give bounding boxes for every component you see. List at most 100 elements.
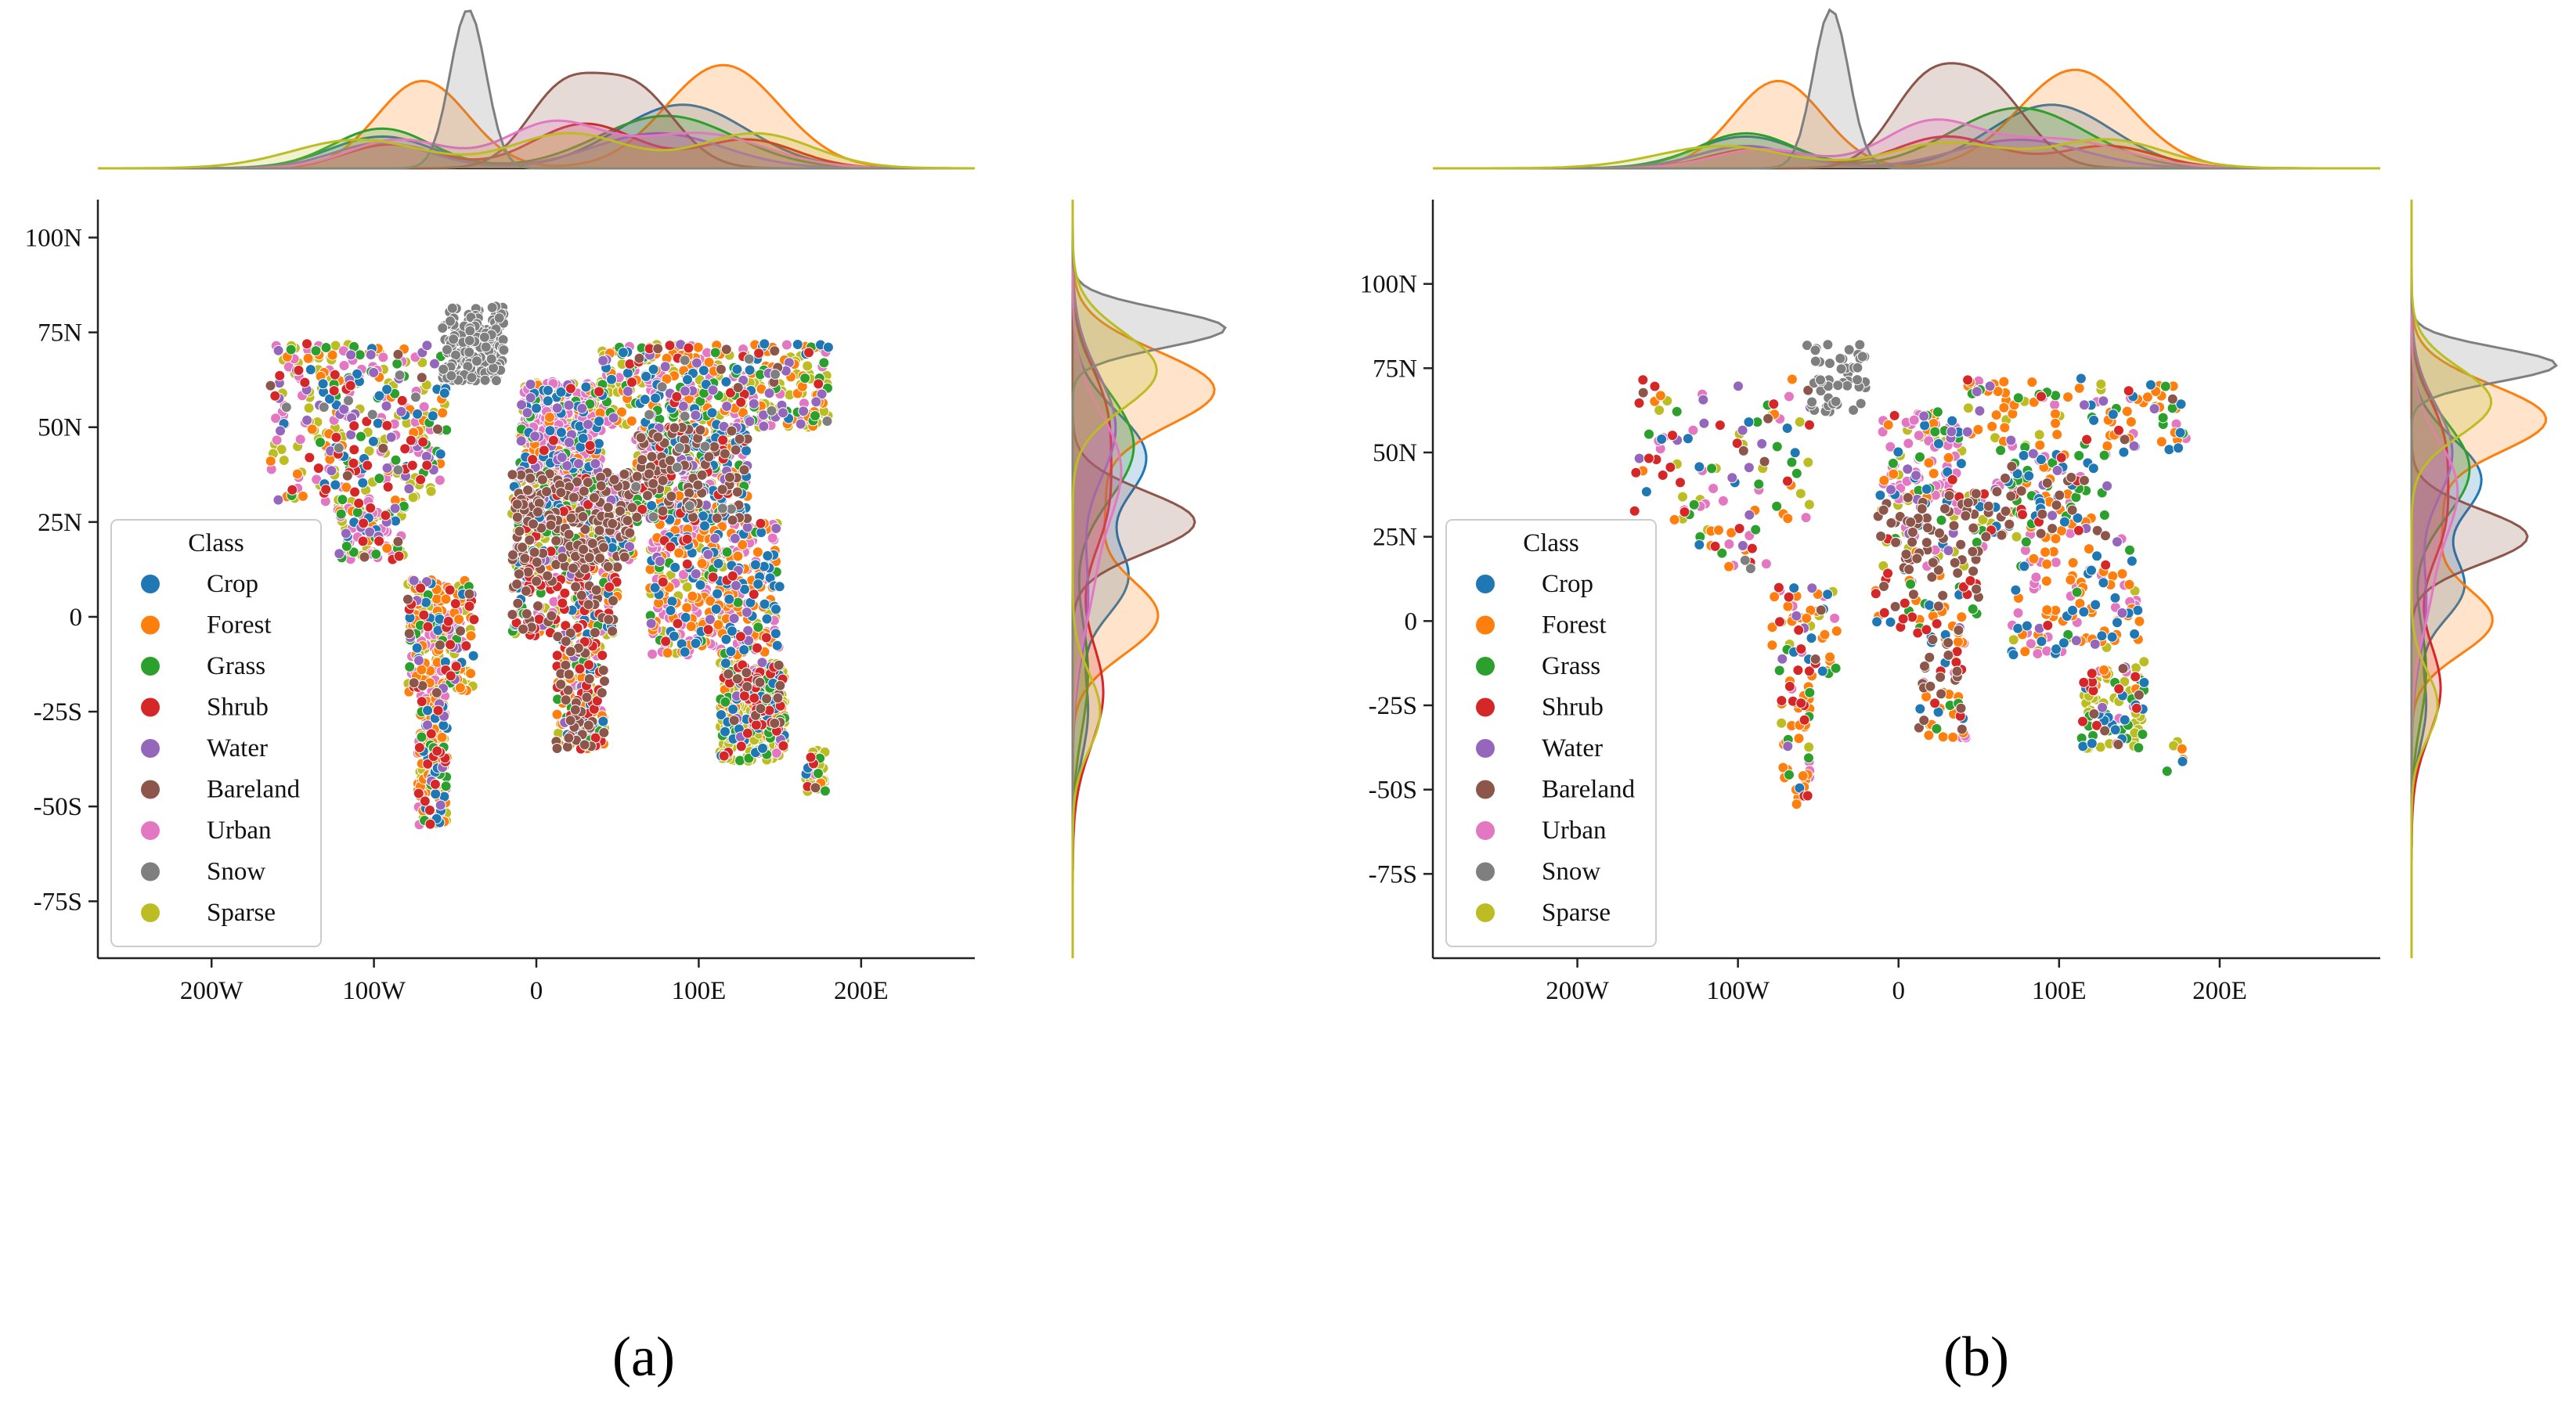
data-point (402, 593, 413, 605)
data-point (468, 614, 480, 625)
data-point (1768, 398, 1780, 410)
data-point (1771, 441, 1783, 452)
data-point (753, 348, 765, 359)
data-point (1887, 457, 1899, 469)
legend-label-shrub: Shrub (207, 694, 269, 722)
data-point (731, 580, 741, 591)
data-point (720, 344, 732, 355)
data-point (738, 644, 750, 656)
data-point (1914, 451, 1925, 463)
data-point (1713, 524, 1724, 536)
data-point (1943, 545, 1954, 557)
data-point (310, 345, 322, 357)
y-tick-label: 50N (38, 414, 82, 442)
data-point (770, 628, 781, 640)
data-point (565, 512, 577, 524)
data-point (1795, 488, 1806, 499)
data-point (2090, 599, 2102, 611)
data-point (2176, 743, 2188, 755)
data-point (525, 392, 536, 404)
data-point (2112, 536, 2123, 548)
data-point (695, 579, 706, 591)
data-point (2041, 604, 2053, 616)
data-point (631, 470, 643, 482)
data-point (602, 502, 614, 514)
data-point (2086, 564, 2097, 576)
data-point (538, 445, 550, 456)
data-point (1654, 390, 1666, 402)
x-tick-label: 0 (1892, 977, 1905, 1005)
data-point (728, 613, 740, 624)
data-point (1998, 376, 2010, 387)
data-point (687, 590, 698, 602)
data-point (744, 364, 756, 376)
data-point (294, 434, 306, 445)
data-point (2073, 382, 2085, 394)
y-tick-label: -25S (34, 698, 82, 726)
data-point (533, 497, 545, 509)
data-point (1924, 600, 1936, 611)
data-point (396, 395, 408, 406)
data-point (2008, 634, 2019, 646)
data-point (377, 351, 389, 363)
legend-marker-shrub (141, 697, 160, 717)
data-point (2088, 414, 2100, 426)
data-point (2050, 557, 2062, 568)
data-point (657, 505, 669, 517)
data-point (2018, 449, 2029, 461)
data-point (669, 422, 680, 434)
data-point (630, 481, 642, 492)
data-point (1885, 616, 1896, 628)
data-point (731, 486, 743, 498)
data-point (615, 505, 626, 517)
data-point (442, 615, 454, 627)
data-point (306, 424, 318, 435)
data-point (488, 362, 500, 374)
data-point (560, 694, 572, 706)
data-point (547, 434, 559, 446)
data-point (762, 550, 774, 561)
data-point (669, 561, 681, 573)
data-point (770, 523, 782, 534)
data-point (595, 480, 607, 492)
data-point (2156, 436, 2167, 448)
data-point (650, 392, 662, 404)
data-point (590, 458, 601, 470)
data-point (565, 627, 576, 639)
data-point (408, 677, 420, 689)
data-point (1803, 741, 1815, 753)
data-point (2026, 377, 2038, 388)
data-point (416, 731, 428, 743)
data-point (382, 481, 394, 492)
data-point (520, 586, 532, 597)
data-point (583, 599, 594, 611)
data-point (1795, 697, 1807, 709)
data-point (407, 492, 419, 503)
data-point (738, 690, 750, 701)
data-point (417, 436, 429, 448)
data-point (1897, 613, 1909, 625)
data-point (368, 366, 380, 378)
data-point (1914, 703, 1926, 715)
scatter-points (1629, 339, 2192, 810)
data-point (690, 637, 702, 649)
data-point (2062, 391, 2074, 403)
legend-label-urban: Urban (207, 816, 271, 845)
data-point (493, 312, 505, 324)
data-point (773, 659, 785, 671)
data-point (2133, 742, 2145, 754)
data-point (720, 696, 731, 708)
data-point (2106, 631, 2118, 643)
data-point (272, 344, 284, 356)
data-point (2075, 373, 2087, 384)
data-point (1889, 409, 1900, 421)
data-point (1921, 624, 1932, 636)
data-point (381, 462, 393, 474)
data-point (677, 569, 689, 580)
data-point (597, 665, 609, 676)
x-tick-label: 100W (1706, 977, 1770, 1005)
data-point (541, 486, 553, 497)
data-point (727, 570, 738, 582)
data-point (2049, 399, 2061, 410)
series-bareland-points (265, 343, 821, 794)
